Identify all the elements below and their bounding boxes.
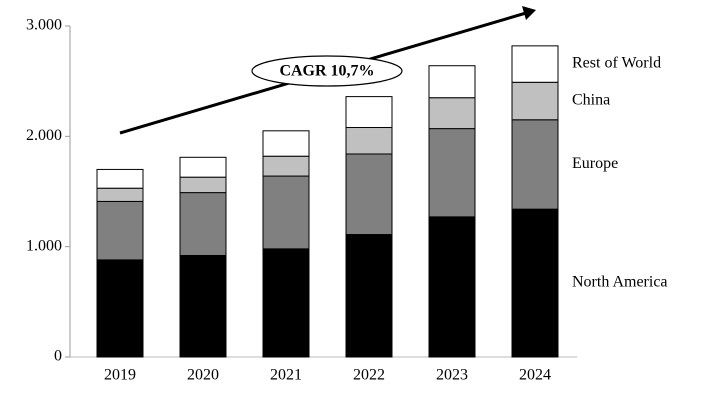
- x-tick-label: 2019: [104, 367, 136, 384]
- y-tick-label: 1.000: [26, 237, 62, 254]
- x-tick-label: 2021: [270, 367, 302, 384]
- bar-segment: [511, 119, 559, 210]
- bar-segment: [511, 81, 559, 121]
- bar-segment: [262, 130, 310, 157]
- bar-segment: [262, 248, 310, 358]
- bar-segment: [345, 127, 393, 155]
- x-tick-label: 2022: [353, 367, 385, 384]
- bar-segment: [428, 65, 476, 99]
- y-tick-label: 0: [54, 348, 62, 365]
- arrow-head: [522, 6, 536, 20]
- bar-segment: [345, 96, 393, 129]
- bar-segment: [511, 208, 559, 358]
- bar-segment: [96, 168, 144, 189]
- x-tick-label: 2023: [436, 367, 468, 384]
- y-tick-label: 2.000: [26, 127, 62, 144]
- bar-segment: [179, 156, 227, 178]
- bar-segment: [262, 175, 310, 250]
- annotation-bubble: [251, 55, 403, 87]
- annotation: CAGR 10,7%: [279, 63, 374, 80]
- bar-segment: [262, 155, 310, 177]
- y-tick-label: 3.000: [26, 17, 62, 34]
- bar-segment: [511, 45, 559, 83]
- bar-segment: [179, 192, 227, 256]
- legend-label: China: [572, 92, 610, 109]
- bar-segment: [428, 97, 476, 130]
- bar-segment: [428, 128, 476, 218]
- bars: [96, 45, 559, 358]
- bar-segment: [96, 259, 144, 358]
- legend-label: Europe: [572, 155, 618, 172]
- bar-segment: [96, 187, 144, 202]
- bar-segment: [179, 254, 227, 358]
- legend-label: Rest of World: [572, 55, 661, 72]
- legend-label: North America: [572, 274, 668, 291]
- bar-segment: [345, 234, 393, 358]
- x-tick-label: 2020: [187, 367, 219, 384]
- bar-segment: [345, 153, 393, 236]
- x-tick-label: 2024: [519, 367, 551, 384]
- bar-segment: [96, 200, 144, 261]
- bar-segment: [428, 216, 476, 358]
- bar-segment: [179, 176, 227, 194]
